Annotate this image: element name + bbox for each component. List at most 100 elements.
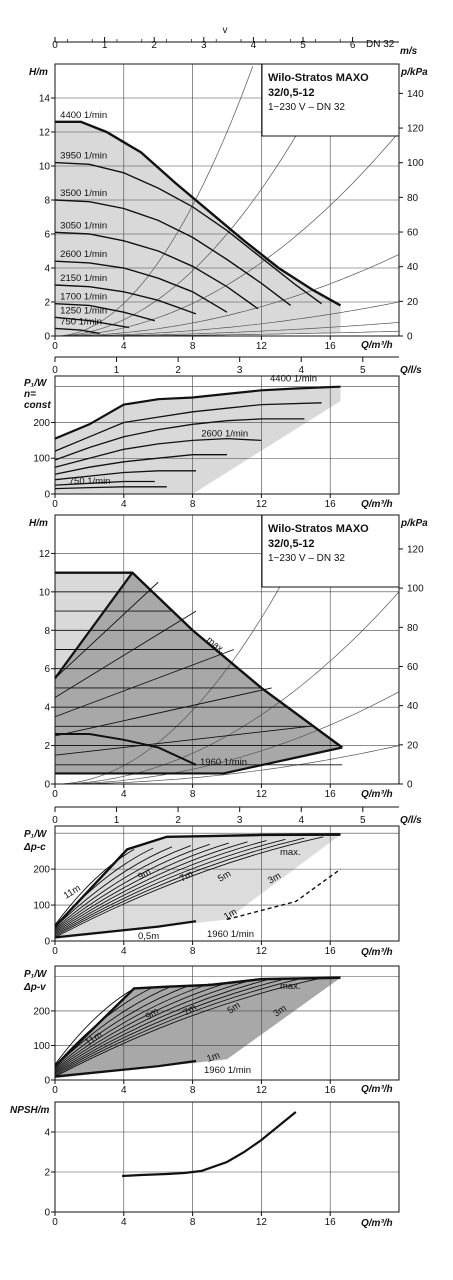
c6-x-tick-label: 4 [121,1217,127,1228]
min-speed-label-dpv: 1960 1/min [204,1065,251,1076]
head-line-8 [54,978,286,1075]
c4-x-tick-label: 16 [325,946,337,957]
title-line-2: 32/0,5-12 [268,87,314,99]
npsh-axis-label: NPSH/m [10,1105,50,1116]
speed-curve-6 [54,303,155,322]
speed-label-8: 750 1/min [60,316,102,327]
system-curve-2 [55,131,400,337]
c4-y-tick-label: 100 [33,901,50,912]
c3-y-tick-label: 0 [44,780,50,791]
c1-y2-tick-label: 40 [407,262,419,273]
c2-x-tick-label: 12 [256,499,268,510]
power-label-min: 750 1/min [69,476,111,487]
c1-y2-tick-label: 20 [407,297,419,308]
c4-x-tick-label: 4 [121,946,127,957]
ql-tick-label: 3 [237,365,243,376]
c3-y-tick-label: 2 [44,741,50,752]
c1-y2-tick-label: 80 [407,193,419,204]
p1-dp-v-chart: 0 4 8 12 16 0 100 200 P₁/W Δp-v Q/m³/h max. 196… [23,965,400,1096]
head-line-0 [54,848,135,926]
head-line-10 [54,836,324,938]
c1-y2-tick-label: 100 [407,158,424,169]
c5-x-tick-label: 12 [256,1085,268,1096]
power-curve-6 [54,480,155,486]
speed-curve-0 [55,120,342,307]
system-curve-r2 [55,691,400,785]
velocity-tick-label: 1 [102,40,108,51]
ql-axis-label-2: Q/l/s [400,815,422,826]
p1-label-2: P₁/W [24,829,48,840]
c5-x-tick-label: 16 [325,1085,337,1096]
q-axis-label-3: Q/m³/h [361,789,393,800]
head-line-9 [54,837,305,937]
c1-y2-tick-label: 140 [407,89,424,100]
velocity-unit: m/s [400,46,418,57]
min-speed-label-h: 1960 1/min [200,757,247,768]
c1-y-tick-label: 0 [44,332,50,343]
ql-tick-label-2: 2 [175,815,181,826]
head-line-9 [54,977,305,1076]
c1-x-tick-label: 12 [256,341,268,352]
c2-x-tick-label: 8 [190,499,196,510]
velocity-tick-label: 0 [52,40,58,51]
velocity-symbol: v [223,25,228,36]
c6-y-tick-label: 2 [44,1168,50,1179]
q-axis-label-2: Q/m³/h [361,499,393,510]
velocity-tick-label: 3 [201,40,207,51]
max-power-envelope [54,833,341,928]
dpv-head-1m: 1m [205,1050,221,1065]
c3-y2-tick-label: 20 [407,740,419,751]
power-regulated-area [55,834,341,940]
max-label-dpc: max. [280,847,301,858]
npsh-curve [122,1111,297,1178]
speed-label-5: 2150 1/min [60,273,107,284]
c1-x-tick-label: 4 [121,341,127,352]
c3-x-tick-label: 16 [325,789,337,800]
c4-x-tick-label: 12 [256,946,268,957]
p-axis-label: p/kPa [400,67,428,78]
head-line-4 [54,983,210,1070]
velocity-tick-label: 4 [251,40,257,51]
c1-y-tick-label: 6 [44,230,50,241]
c3-y-tick-label: 12 [39,549,51,560]
ql-tick-label: 2 [175,365,181,376]
min-power-curve [54,920,197,939]
c3-x-tick-label: 8 [190,789,196,800]
speed-curve-1 [54,161,323,305]
speed-label-7: 1250 1/min [60,305,107,316]
p1-dpv-frame [54,965,400,1081]
head-line-7 [54,840,267,935]
power-curve-0 [54,385,341,440]
c5-x-tick-label: 8 [190,1085,196,1096]
h-q-regulated-frame [54,514,400,785]
dpc-head-0-5m: 0,5m [138,931,159,942]
ql-tick-label-2: 4 [298,815,304,826]
title2-line-1: Wilo-Stratos MAXO [268,523,369,535]
speed-label-1: 3950 1/min [60,151,107,162]
p1-label-3: P₁/W [24,969,48,980]
head-line-2 [54,846,173,928]
q-axis-label-6: Q/m³/h [361,1218,393,1229]
c3-y2-tick-label: 120 [407,544,424,555]
c1-y-tick-label: 10 [39,162,51,173]
c2-x-tick-label: 16 [325,499,337,510]
p1-n-label: n= [24,389,36,400]
velocity-dn: DN 32 [366,39,395,50]
head-line-3 [54,984,192,1069]
min-envelope [55,746,343,775]
title2-line-3: 1~230 V – DN 32 [268,553,345,564]
c3-y-tick-label: 10 [39,587,51,598]
c3-y2-tick-label: 40 [407,701,419,712]
speed-curve-5 [54,284,197,315]
left-envelope [54,571,134,679]
speed-curve-2 [54,199,292,306]
head-line-6 [54,841,248,933]
p1-dpc-frame [54,825,400,942]
npsh-chart: 0 4 8 12 16 0 2 4 NPSH/m Q/m³/h [10,1101,400,1229]
dpv-label: Δp-v [23,982,47,993]
power-dashed-limit [226,868,341,921]
min-speed-curve [55,733,197,766]
c3-y2-tick-label: 60 [407,662,419,673]
var-dp-line-2 [54,649,235,718]
